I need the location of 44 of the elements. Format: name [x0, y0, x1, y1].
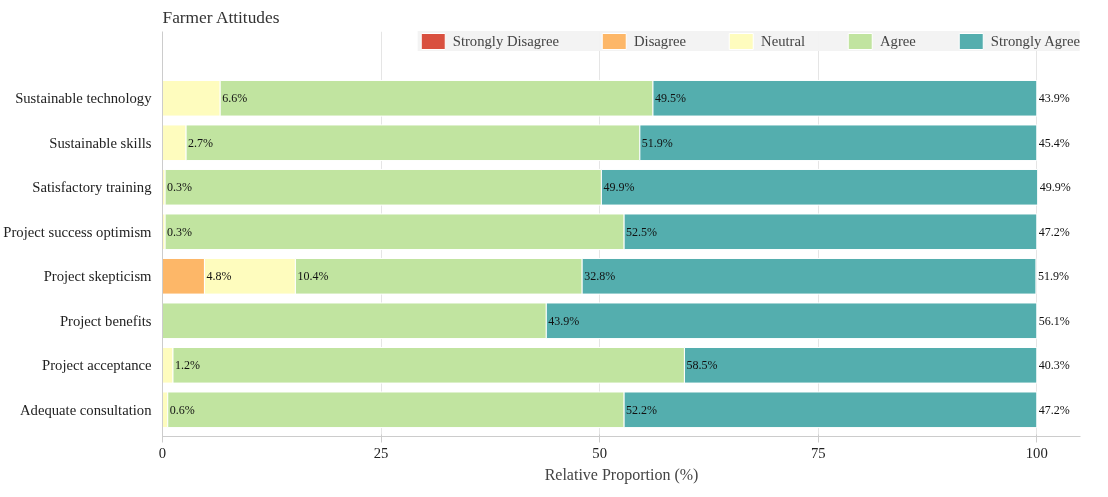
x-tick-label: 0	[158, 444, 167, 461]
data-label: 51.9%	[641, 135, 673, 150]
legend-label: Disagree	[633, 32, 687, 50]
x-axis-title: Relative Proportion (%)	[544, 465, 699, 484]
data-label: 49.9%	[1039, 180, 1071, 195]
legend-label: Agree	[880, 32, 916, 50]
x-tick-label: 25	[373, 444, 389, 461]
y-tick-label: Satisfactory training	[32, 179, 153, 196]
data-label: 0.6%	[169, 402, 195, 417]
data-label: 10.4%	[297, 269, 329, 284]
data-label: 0.3%	[167, 180, 193, 195]
data-label: 51.9%	[1037, 269, 1069, 284]
data-label: 4.8%	[206, 269, 232, 284]
data-label: 2.7%	[188, 135, 214, 150]
data-label: 45.4%	[1038, 135, 1070, 150]
y-tick-label: Sustainable skills	[49, 134, 152, 151]
data-label: 49.9%	[603, 180, 635, 195]
y-tick-label: Project benefits	[59, 312, 152, 329]
data-label: 56.1%	[1038, 313, 1070, 328]
data-label: 43.9%	[1038, 91, 1070, 106]
x-tick-label: 50	[592, 444, 607, 461]
data-label: 43.9%	[548, 313, 580, 328]
x-tick-label: 100	[1025, 444, 1048, 461]
data-label: 52.5%	[626, 224, 658, 239]
y-tick-label: Project acceptance	[42, 357, 152, 374]
data-label: 6.6%	[222, 91, 248, 106]
data-label: 47.2%	[1038, 224, 1070, 239]
y-tick-label: Project success optimism	[3, 223, 153, 240]
data-label: 52.2%	[626, 402, 658, 417]
data-label: 32.8%	[584, 269, 616, 284]
data-label: 49.5%	[654, 91, 686, 106]
legend-label: Neutral	[761, 32, 806, 50]
data-label: 1.2%	[174, 358, 200, 373]
y-tick-label: Sustainable technology	[15, 90, 153, 107]
data-label: 40.3%	[1038, 358, 1070, 373]
y-tick-label: Adequate consultation	[20, 401, 153, 418]
data-label: 0.3%	[167, 224, 193, 239]
chart-title: Farmer Attitudes	[162, 7, 280, 27]
legend-label: Strongly Agree	[990, 32, 1080, 50]
x-tick-label: 75	[810, 444, 826, 461]
legend-label: Strongly Disagree	[452, 32, 559, 50]
data-label: 58.5%	[686, 358, 718, 373]
y-tick-label: Project skepticism	[43, 268, 153, 285]
data-label: 47.2%	[1038, 402, 1070, 417]
